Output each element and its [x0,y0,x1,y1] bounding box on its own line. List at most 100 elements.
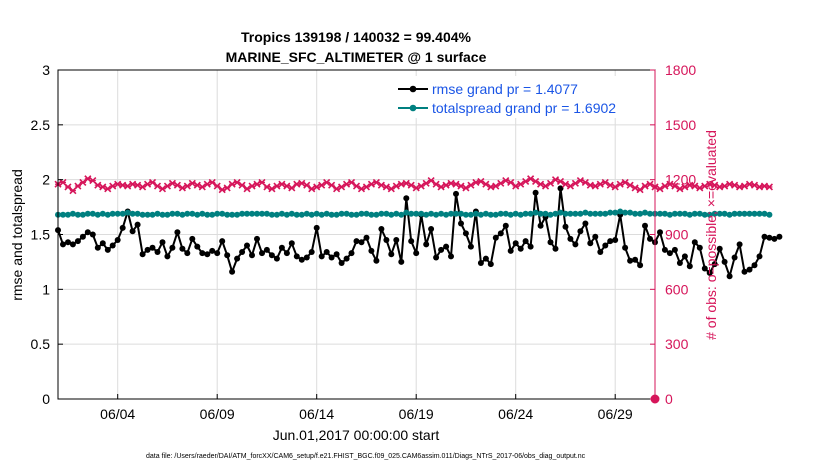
spread-point [184,210,191,217]
rmse-point [254,235,260,242]
spread-point [696,210,703,217]
spread-point [691,210,698,217]
x-tick-label: 06/24 [498,406,533,422]
spread-point [109,210,116,217]
rmse-point [298,256,305,263]
rmse-point [383,237,390,243]
rmse-point [537,222,544,229]
rmse-point [104,246,111,253]
legend-spread-marker [409,104,417,112]
rmse-point [676,260,683,266]
rmse-point [512,240,519,247]
spread-point [736,210,743,217]
rmse-point [607,238,614,245]
rmse-point [592,233,599,240]
rmse-point [771,235,778,242]
rmse-point [393,237,400,243]
rmse-point [343,255,350,262]
spread-point [671,210,678,217]
spread-point [706,211,713,218]
rmse-point [572,241,579,248]
obs-point [427,177,435,185]
spread-point [348,211,355,218]
left-tick-label: 1.5 [31,227,51,243]
spread-point [487,211,494,218]
rmse-point [637,262,644,269]
rmse-point [433,254,440,261]
spread-point [393,210,400,217]
obs-point [546,179,555,187]
rmse-point [408,238,415,245]
spread-point [129,210,136,217]
rmse-point [627,257,634,264]
spread-point [522,210,529,217]
rmse-point [194,243,201,250]
chart-title: Tropics 139198 / 140032 = 99.404% [241,29,472,45]
left-tick-label: 2.5 [31,117,51,133]
spread-point [761,210,768,217]
rmse-point [443,243,450,250]
spread-point [159,211,166,218]
right-tick-label: 1500 [665,117,696,133]
obs-point [328,181,336,189]
spread-point [373,211,380,218]
spread-point [552,210,559,217]
rmse-point [154,249,161,255]
spread-point [666,211,673,218]
rmse-point [413,250,420,257]
rmse-point [114,237,121,243]
spread-point [259,210,265,217]
spread-point [741,210,748,217]
spread-point [79,211,86,218]
rmse-point [219,238,226,245]
spread-point [403,209,410,216]
rmse-point [214,250,221,257]
spread-point [388,211,395,218]
rmse-point [517,245,524,252]
rmse-point [453,190,459,197]
spread-point [144,211,151,218]
x-tick-label: 06/09 [200,406,235,422]
spread-point [577,210,584,217]
rmse-point [149,244,156,251]
rmse-point [263,246,270,253]
spread-point [338,210,345,217]
rmse-point [184,250,191,257]
spread-point [562,210,569,217]
spread-point [293,211,300,218]
legend-rmse-marker [409,85,417,93]
rmse-point [363,234,370,241]
rmse-point [273,255,280,262]
rmse-point [522,238,529,245]
spread-point [114,210,121,217]
left-tick-label: 0.5 [31,336,51,352]
spread-point [507,211,514,218]
rmse-point [159,239,166,246]
rmse-point [229,268,236,275]
spread-point [323,210,330,217]
spread-point [278,210,285,217]
left-tick-label: 2 [42,172,50,188]
spread-point [512,210,519,217]
spread-point [244,210,250,217]
rmse-point [492,234,499,241]
spread-point [119,210,126,217]
spread-point [492,211,499,218]
rmse-point [179,245,186,252]
spread-point [477,211,484,218]
spread-point [69,210,76,217]
spread-point [249,210,255,217]
rmse-point [691,239,698,246]
spread-point [517,211,524,218]
rmse-point [388,251,395,258]
spread-point [527,210,534,217]
rmse-point [462,230,469,237]
spread-point [602,210,609,217]
spread-point [333,211,340,218]
spread-point [637,210,644,217]
rmse-point [169,244,176,251]
spread-point [557,209,564,216]
rmse-point [726,273,733,280]
spread-point [502,210,509,217]
rmse-point [69,241,76,248]
